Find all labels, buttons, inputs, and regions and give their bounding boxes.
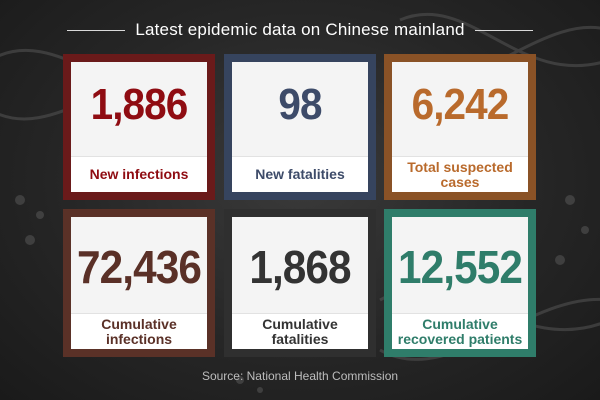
header: Latest epidemic data on Chinese mainland [0, 18, 600, 42]
stat-value: 12,552 [398, 241, 523, 293]
stat-value: 98 [278, 80, 322, 129]
card-new-infections: 1,886 New infections [63, 54, 215, 200]
stat-value: 1,868 [249, 241, 351, 293]
stat-label: New infections [71, 156, 207, 192]
title-divider-left [67, 29, 126, 31]
stat-label: Cumulative fatalities [232, 313, 368, 349]
stat-label: Cumulative infections [71, 313, 207, 349]
stat-value: 72,436 [77, 241, 202, 293]
source-caption: Source: National Health Commission [201, 369, 399, 383]
card-total-suspected-cases: 6,242 Total suspected cases [384, 54, 536, 200]
card-cumulative-fatalities: 1,868 Cumulative fatalities [224, 209, 376, 357]
stat-value: 1,886 [90, 80, 189, 129]
stat-value: 6,242 [411, 80, 510, 129]
stat-label: Total suspected cases [392, 156, 528, 192]
stat-label: Cumulative recovered patients [392, 313, 528, 349]
card-new-fatalities: 98 New fatalities [224, 54, 376, 200]
title-divider-right [474, 29, 533, 31]
card-cumulative-recovered: 12,552 Cumulative recovered patients [384, 209, 536, 357]
page-title: Latest epidemic data on Chinese mainland [135, 20, 465, 39]
card-cumulative-infections: 72,436 Cumulative infections [63, 209, 215, 357]
stat-label: New fatalities [232, 156, 368, 192]
